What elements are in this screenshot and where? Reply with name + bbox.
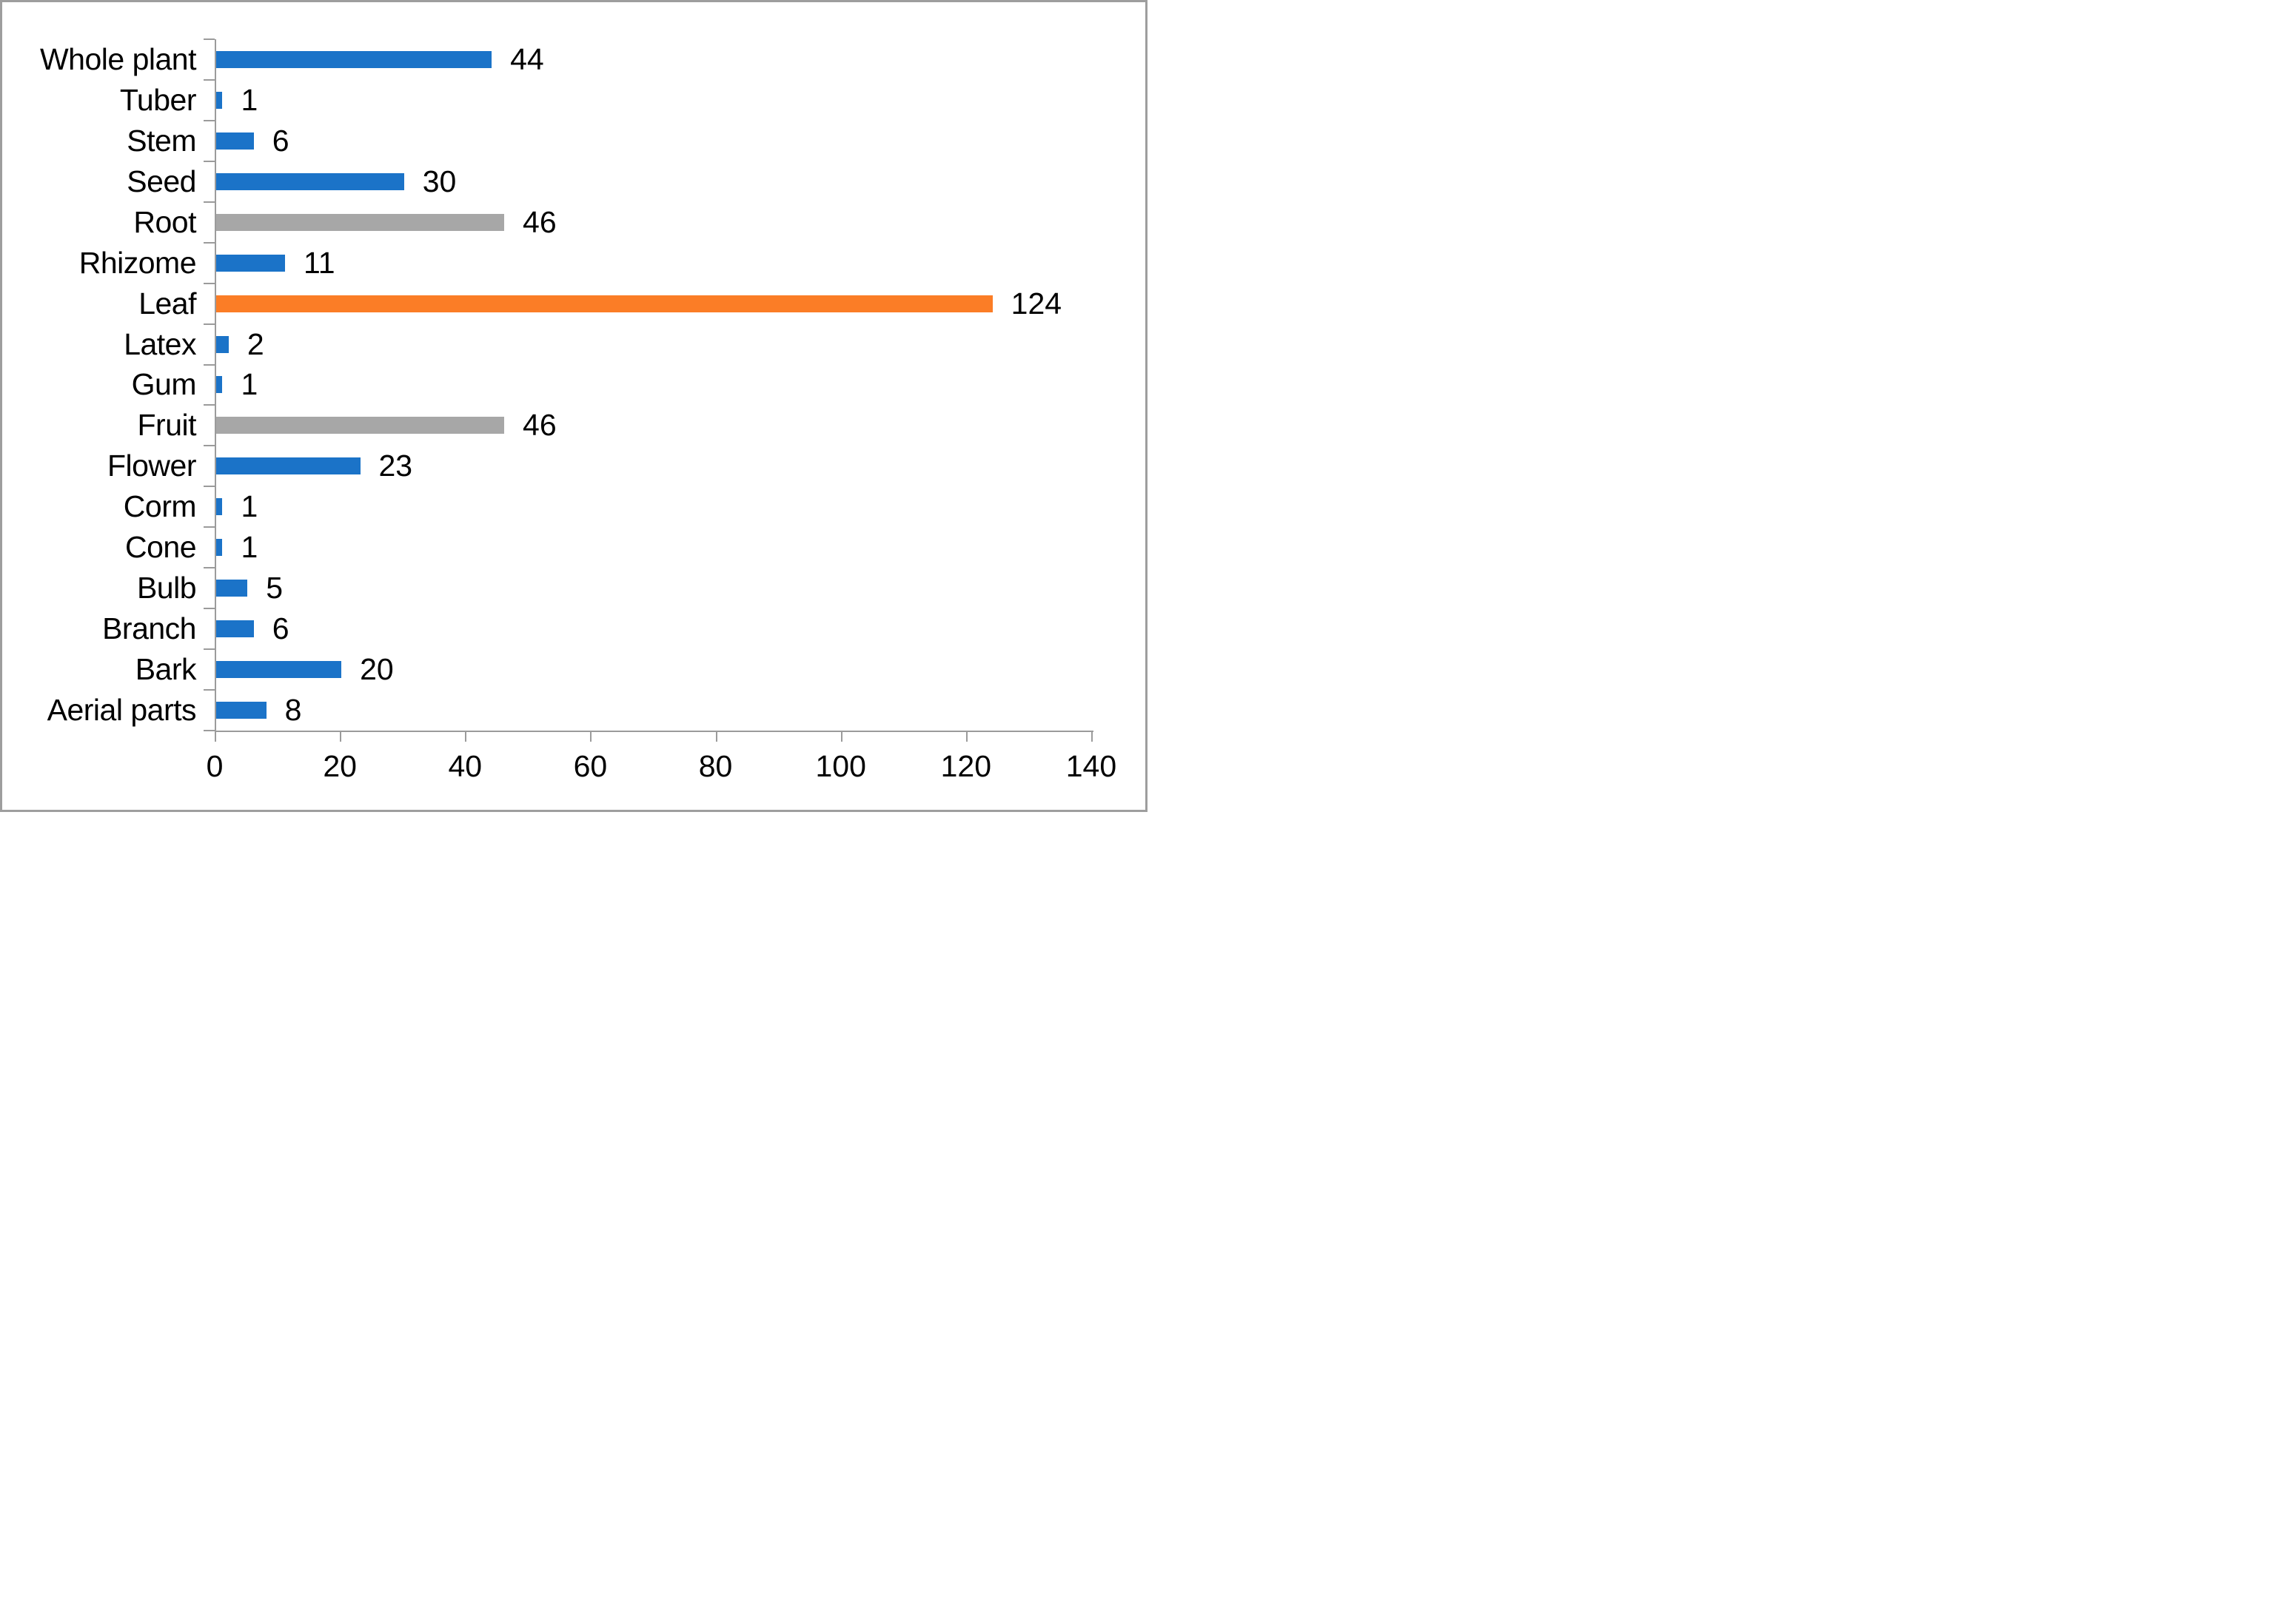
x-axis-tick — [715, 732, 717, 742]
bar-leaf — [216, 295, 993, 312]
x-axis-line — [215, 731, 1093, 732]
x-axis-label: 40 — [448, 749, 483, 783]
y-axis-line — [215, 39, 216, 732]
x-axis-label: 100 — [815, 749, 866, 783]
bar-branch — [216, 620, 254, 638]
bar-fruit — [216, 417, 505, 434]
bar-latex — [216, 335, 229, 353]
category-label: Gum — [131, 367, 197, 402]
category-label: Cone — [124, 530, 197, 565]
value-label: 1 — [241, 489, 258, 524]
value-label: 11 — [304, 245, 335, 280]
y-axis-tick — [204, 282, 215, 284]
y-axis-tick — [204, 160, 215, 162]
value-label: 23 — [378, 449, 413, 483]
x-axis-tick — [590, 732, 592, 742]
y-axis-tick — [204, 445, 215, 447]
bar-flower — [216, 457, 361, 475]
y-axis-tick — [204, 363, 215, 366]
bar-bulb — [216, 580, 248, 597]
category-label: Bulb — [136, 571, 197, 605]
y-axis-tick — [204, 689, 215, 691]
y-axis-tick — [204, 323, 215, 325]
bar-stem — [216, 132, 254, 150]
x-axis-label: 0 — [206, 749, 224, 783]
x-axis-tick — [1090, 732, 1093, 742]
category-label: Branch — [102, 611, 196, 646]
value-label: 124 — [1011, 286, 1062, 321]
bar-whole-plant — [216, 50, 492, 68]
value-label: 46 — [523, 204, 557, 239]
value-label: 6 — [272, 611, 289, 646]
bar-gum — [216, 376, 223, 394]
x-axis-label: 140 — [1065, 749, 1117, 783]
x-axis-label: 20 — [323, 749, 357, 783]
value-label: 1 — [241, 367, 258, 402]
y-axis-tick — [204, 526, 215, 529]
category-label: Stem — [127, 123, 196, 158]
value-label: 1 — [241, 530, 258, 565]
category-label: Corm — [123, 489, 197, 524]
category-label: Leaf — [138, 286, 196, 321]
y-axis-tick — [204, 38, 215, 40]
y-axis-tick — [204, 648, 215, 651]
category-label: Bark — [135, 652, 197, 687]
category-label: Root — [133, 204, 196, 239]
bar-corm — [216, 498, 223, 516]
x-axis-tick — [215, 732, 216, 742]
x-axis-tick — [340, 732, 342, 742]
x-axis-tick — [465, 732, 467, 742]
x-axis-label: 120 — [940, 749, 992, 783]
y-axis-tick — [204, 201, 215, 203]
category-label: Tuber — [119, 82, 197, 117]
value-label: 20 — [360, 652, 394, 687]
x-axis-label: 60 — [573, 749, 608, 783]
value-label: 6 — [272, 123, 289, 158]
bar-bark — [216, 661, 342, 679]
value-label: 30 — [422, 164, 457, 198]
bar-tuber — [216, 91, 223, 109]
value-label: 44 — [510, 41, 544, 76]
y-axis-tick — [204, 404, 215, 406]
bar-cone — [216, 539, 223, 557]
x-axis-label: 80 — [698, 749, 733, 783]
bar-seed — [216, 172, 404, 190]
bar-chart-figure: Whole plant 44 Tuber 1 Stem 6 Seed 30 Root 46 Rhiz… — [0, 0, 1148, 812]
x-axis-tick — [965, 732, 968, 742]
y-axis-tick — [204, 608, 215, 610]
y-axis-tick — [204, 241, 215, 244]
category-label: Latex — [124, 326, 196, 361]
value-label: 8 — [284, 693, 302, 727]
category-label: Aerial parts — [47, 693, 197, 727]
value-label: 2 — [247, 326, 264, 361]
bar-aerial-parts — [216, 702, 267, 719]
bar-rhizome — [216, 254, 286, 272]
y-axis-tick — [204, 729, 215, 731]
x-axis-tick — [840, 732, 842, 742]
y-axis-tick — [204, 567, 215, 569]
y-axis-tick — [204, 78, 215, 81]
y-axis-tick — [204, 486, 215, 488]
value-label: 5 — [266, 571, 284, 605]
category-label: Rhizome — [78, 245, 197, 280]
category-label: Seed — [127, 164, 196, 198]
bar-root — [216, 213, 505, 231]
value-label: 1 — [241, 82, 258, 117]
category-label: Flower — [107, 449, 197, 483]
category-label: Whole plant — [39, 41, 197, 76]
value-label: 46 — [523, 408, 557, 443]
y-axis-tick — [204, 119, 215, 121]
category-label: Fruit — [137, 408, 197, 443]
